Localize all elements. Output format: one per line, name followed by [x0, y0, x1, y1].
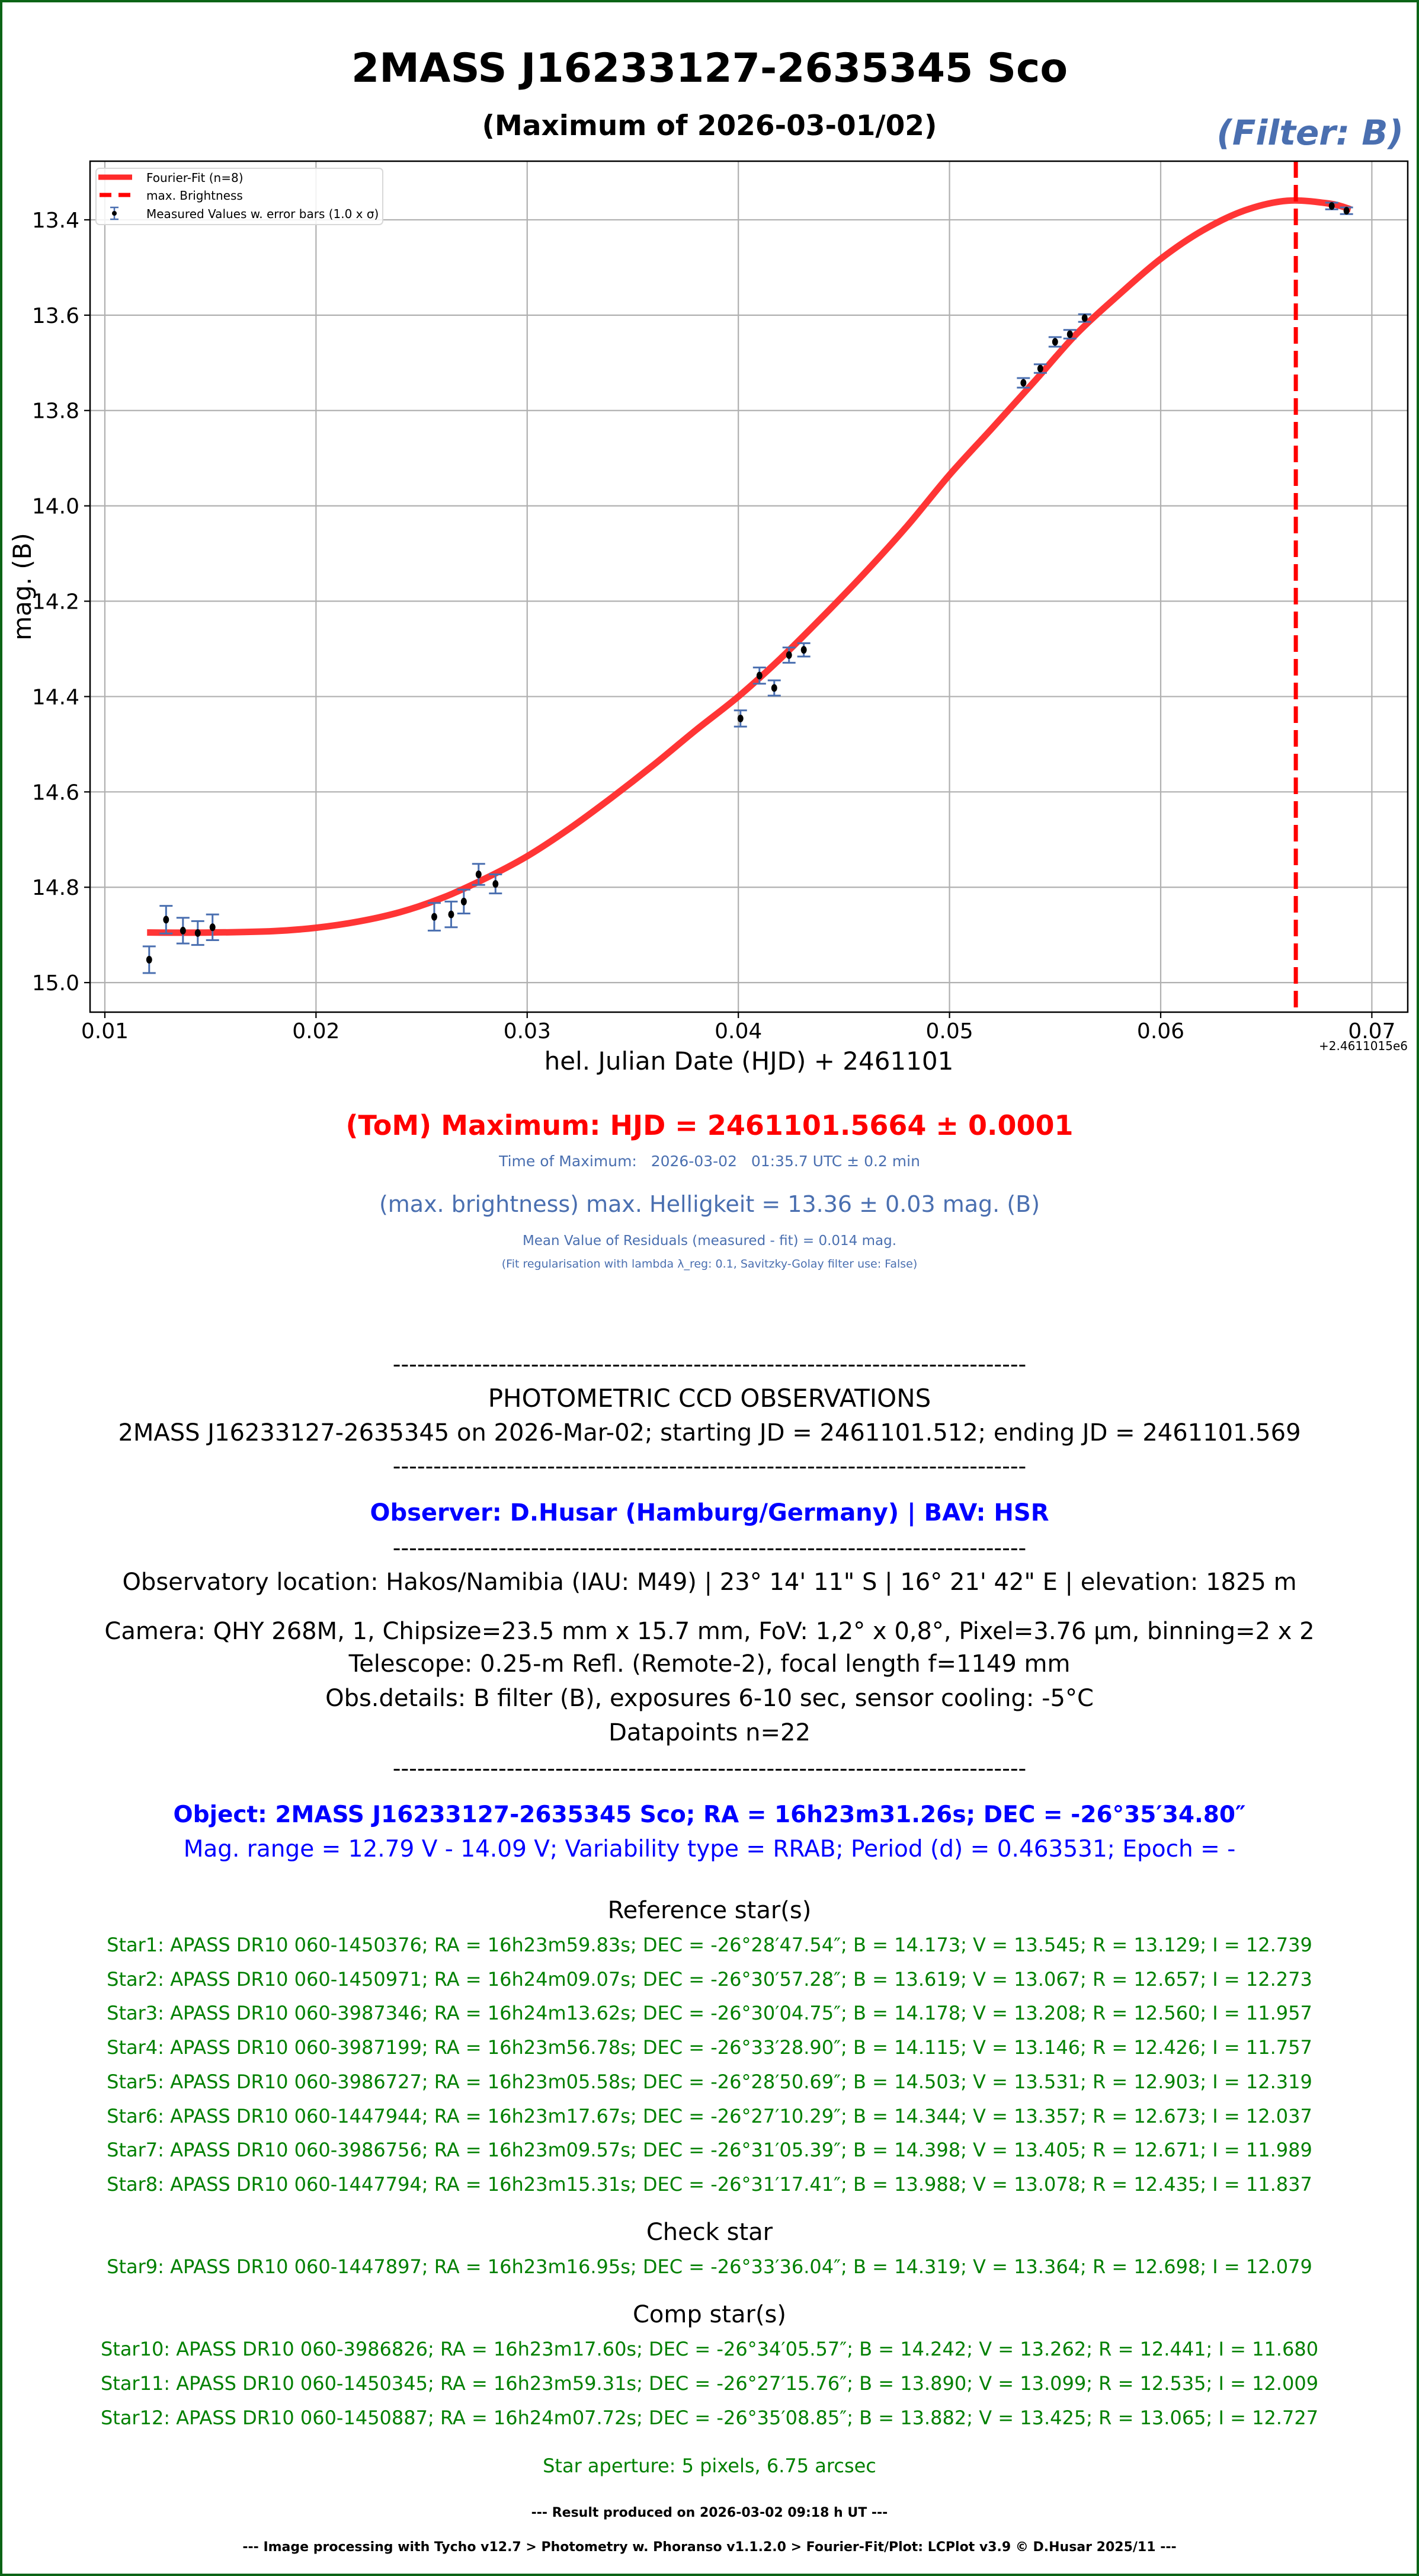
data-point	[460, 897, 467, 905]
residuals-text: Mean Value of Residuals (measured - fit)…	[522, 1233, 897, 1249]
light-curve-chart: 0.01 0.02 0.03 0.04 0.05 0.06 0.07 13.4 13.6 13.8…	[8, 160, 1409, 1076]
y-tick-label: 14.0	[32, 495, 79, 519]
data-point	[756, 671, 763, 680]
data-point	[163, 916, 169, 924]
object-variability: Mag. range = 12.79 V - 14.09 V; Variabil…	[183, 1836, 1236, 1863]
data-point	[771, 684, 777, 692]
filter-label: (Filter: B)	[1216, 113, 1404, 153]
reference-star-row: Star1: APASS DR10 060-1450376; RA = 16h2…	[107, 1934, 1312, 1956]
y-tick-label: 14.6	[32, 780, 79, 805]
divider: ----------------------------------------…	[392, 1351, 1027, 1377]
y-tick-label: 13.6	[32, 304, 79, 328]
data-point	[209, 923, 216, 932]
comp-star-row: Star11: APASS DR10 060-1450345; RA = 16h…	[100, 2372, 1319, 2395]
observations-summary: 2MASS J16233127-2635345 on 2026-Mar-02; …	[118, 1419, 1301, 1447]
x-axis-label: hel. Julian Date (HJD) + 2461101	[544, 1047, 954, 1076]
reference-star-row: Star6: APASS DR10 060-1447944; RA = 16h2…	[107, 2105, 1312, 2127]
legend-fit-label: Fourier-Fit (n=8)	[146, 171, 244, 185]
observatory-location: Observatory location: Hakos/Namibia (IAU…	[122, 1569, 1297, 1596]
chart-subtitle: (Maximum of 2026-03-01/02)	[482, 110, 937, 142]
data-point	[1052, 338, 1058, 346]
comp-star-row: Star12: APASS DR10 060-1450887; RA = 16h…	[100, 2407, 1319, 2429]
y-tick-label: 15.0	[32, 971, 79, 996]
x-tick-label: 0.02	[292, 1019, 339, 1044]
reference-star-row: Star3: APASS DR10 060-3987346; RA = 16h2…	[107, 2002, 1312, 2024]
time-of-maximum-result: (ToM) Maximum: HJD = 2461101.5664 ± 0.00…	[345, 1109, 1074, 1141]
divider: ----------------------------------------…	[392, 1755, 1027, 1781]
observation-details: Obs.details: B filter (B), exposures 6-1…	[325, 1685, 1094, 1712]
data-point	[1037, 364, 1043, 373]
data-point	[194, 929, 201, 937]
star-aperture: Star aperture: 5 pixels, 6.75 arcsec	[543, 2455, 876, 2477]
y-axis-label: mag. (B)	[8, 533, 37, 641]
time-of-maximum-utc: Time of Maximum: 2026-03-02 01:35.7 UTC …	[499, 1153, 920, 1170]
telescope-info: Telescope: 0.25-m Refl. (Remote-2), foca…	[348, 1650, 1071, 1678]
max-brightness-result: (max. brightness) max. Helligkeit = 13.3…	[379, 1191, 1040, 1217]
x-offset-label: +2.4611015e6	[1319, 1039, 1408, 1053]
y-tick-label: 14.2	[32, 590, 79, 615]
reference-star-row: Star8: APASS DR10 060-1447794; RA = 16h2…	[107, 2173, 1312, 2196]
legend-box	[95, 168, 383, 225]
reference-star-row: Star7: APASS DR10 060-3986756; RA = 16h2…	[107, 2139, 1312, 2161]
comp-stars-heading: Comp star(s)	[632, 2301, 786, 2328]
object-info: Object: 2MASS J16233127-2635345 Sco; RA …	[173, 1801, 1246, 1828]
y-tick-label: 13.4	[32, 209, 79, 233]
y-tick-label: 13.8	[32, 399, 79, 424]
comp-star-row: Star10: APASS DR10 060-3986826; RA = 16h…	[100, 2338, 1319, 2360]
y-tick-label: 14.8	[32, 876, 79, 900]
fit-regularisation-text: (Fit regularisation with lambda λ_reg: 0…	[501, 1257, 918, 1271]
divider: ----------------------------------------…	[392, 1453, 1027, 1479]
x-tick-label: 0.05	[926, 1019, 973, 1044]
x-tick-label: 0.07	[1348, 1019, 1395, 1044]
datapoints-count: Datapoints n=22	[608, 1719, 811, 1746]
data-point	[180, 926, 186, 935]
x-tick-label: 0.03	[504, 1019, 551, 1044]
data-point	[1328, 202, 1335, 210]
check-star-row: Star9: APASS DR10 060-1447897; RA = 16h2…	[107, 2255, 1312, 2278]
data-point	[800, 646, 807, 654]
observations-heading: PHOTOMETRIC CCD OBSERVATIONS	[488, 1384, 931, 1413]
reference-star-row: Star4: APASS DR10 060-3987199; RA = 16h2…	[107, 2036, 1312, 2059]
check-star-heading: Check star	[646, 2219, 773, 2246]
data-point	[1081, 314, 1088, 322]
plot-frame	[89, 160, 1409, 1013]
chart-title: 2MASS J16233127-2635345 Sco	[351, 45, 1068, 92]
y-tick-label: 14.4	[32, 685, 79, 709]
legend-point-swatch	[112, 211, 117, 216]
plot-area	[90, 161, 1408, 1012]
data-point	[448, 910, 454, 919]
data-point	[1020, 379, 1027, 387]
x-tick-label: 0.06	[1137, 1019, 1184, 1044]
data-point	[431, 913, 437, 921]
data-point	[146, 956, 152, 964]
data-point	[475, 871, 482, 879]
data-point	[1066, 330, 1073, 338]
reference-stars-heading: Reference star(s)	[607, 1897, 812, 1924]
data-point	[492, 880, 499, 888]
x-tick-label: 0.04	[715, 1019, 762, 1044]
divider: ----------------------------------------…	[392, 1535, 1027, 1561]
reference-star-row: Star2: APASS DR10 060-1450971; RA = 16h2…	[107, 1968, 1312, 1991]
legend-max-label: max. Brightness	[146, 188, 243, 203]
result-produced-footer: --- Result produced on 2026-03-02 09:18 …	[531, 2505, 888, 2520]
camera-info: Camera: QHY 268M, 1, Chipsize=23.5 mm x …	[104, 1618, 1315, 1645]
legend-measured-label: Measured Values w. error bars (1.0 x σ)	[146, 207, 379, 221]
x-tick-label: 0.01	[81, 1019, 129, 1044]
reference-star-row: Star5: APASS DR10 060-3986727; RA = 16h2…	[107, 2071, 1312, 2093]
processing-footer: --- Image processing with Tycho v12.7 > …	[242, 2540, 1177, 2555]
data-point	[786, 651, 792, 659]
data-point	[1343, 207, 1350, 215]
data-point	[737, 714, 744, 722]
observer-line: Observer: D.Husar (Hamburg/Germany) | BA…	[370, 1499, 1049, 1527]
